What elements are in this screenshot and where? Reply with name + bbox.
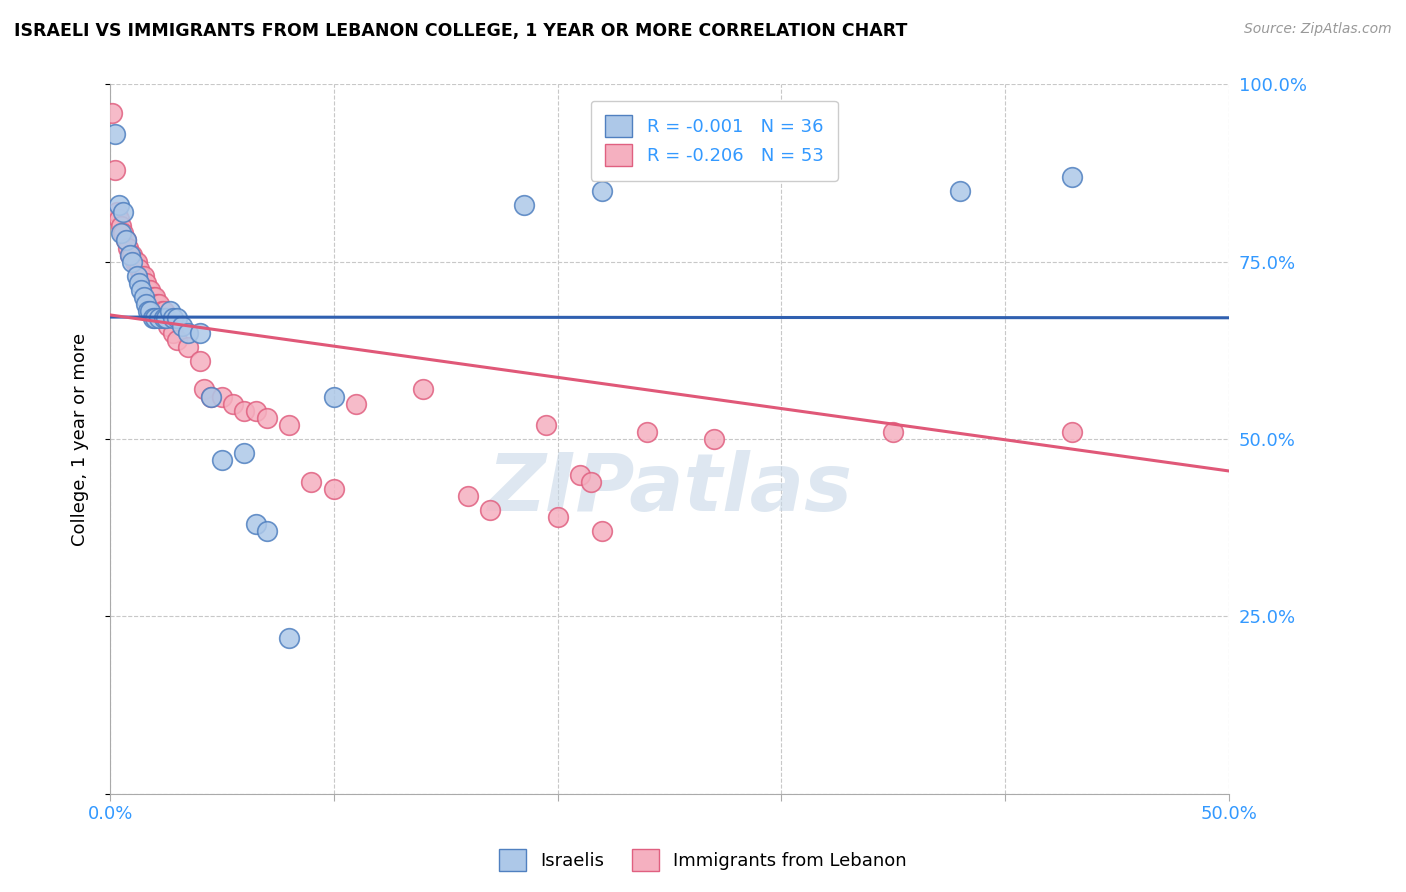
Point [110,219,132,234]
Point [131,268,153,283]
Point [222,396,245,410]
Point [1062,169,1084,184]
Point [256,524,278,539]
Point [569,467,592,482]
Point [128,276,150,290]
Point [121,247,143,261]
Point [882,425,904,439]
Point [159,304,181,318]
Point [188,354,211,368]
Text: ISRAELI VS IMMIGRANTS FROM LEBANON COLLEGE, 1 YEAR OR MORE CORRELATION CHART: ISRAELI VS IMMIGRANTS FROM LEBANON COLLE… [14,22,907,40]
Point [155,311,177,326]
Point [125,268,148,283]
Point [114,234,136,248]
Point [949,184,972,198]
Point [166,333,188,347]
Point [256,410,278,425]
Point [146,297,169,311]
Point [128,261,150,276]
Point [110,227,132,241]
Text: ZIPatlas: ZIPatlas [486,450,852,528]
Point [703,432,725,446]
Point [108,198,131,212]
Point [636,425,658,439]
Point [170,318,193,333]
Point [152,311,174,326]
Point [150,304,173,318]
Point [536,417,558,432]
Point [114,234,136,248]
Point [278,417,301,432]
Point [103,162,125,177]
Point [131,283,153,297]
Point [121,254,143,268]
Point [132,290,155,304]
Point [136,304,159,318]
Point [245,403,267,417]
Point [148,297,170,311]
Point [412,383,434,397]
Point [132,268,155,283]
Point [278,631,301,645]
Point [120,247,142,261]
Point [143,290,166,304]
Point [124,254,146,268]
Point [322,390,344,404]
Point [591,524,613,539]
Point [105,205,128,219]
Point [200,390,222,404]
Point [142,290,165,304]
Point [142,311,165,326]
Point [136,283,159,297]
Point [108,212,131,227]
Point [479,503,502,517]
Text: Source: ZipAtlas.com: Source: ZipAtlas.com [1244,22,1392,37]
Point [135,276,157,290]
Point [101,105,124,120]
Point [162,311,184,326]
Point [579,475,602,489]
Point [177,340,200,354]
Point [211,453,233,467]
Point [200,390,222,404]
Y-axis label: College, 1 year or more: College, 1 year or more [72,333,89,546]
Point [135,297,157,311]
Point [166,311,188,326]
Point [177,326,200,340]
Point [547,510,569,524]
Point [143,311,166,326]
Point [301,475,323,489]
Point [344,396,367,410]
Point [322,482,344,496]
Point [112,227,135,241]
Point [513,198,536,212]
Point [211,390,233,404]
Point [193,383,215,397]
Legend: R = -0.001   N = 36, R = -0.206   N = 53: R = -0.001 N = 36, R = -0.206 N = 53 [591,101,838,181]
Point [233,446,256,460]
Point [1062,425,1084,439]
Point [245,517,267,532]
Point [103,127,125,141]
Point [188,326,211,340]
Point [591,184,613,198]
Point [117,241,139,255]
Point [139,304,162,318]
Point [139,283,162,297]
Point [112,205,135,219]
Point [120,247,142,261]
Point [125,254,148,268]
Point [148,311,170,326]
Point [157,318,180,333]
Point [155,311,177,326]
Legend: Israelis, Immigrants from Lebanon: Israelis, Immigrants from Lebanon [492,842,914,879]
Point [162,326,184,340]
Point [152,304,174,318]
Point [457,489,479,503]
Point [233,403,256,417]
